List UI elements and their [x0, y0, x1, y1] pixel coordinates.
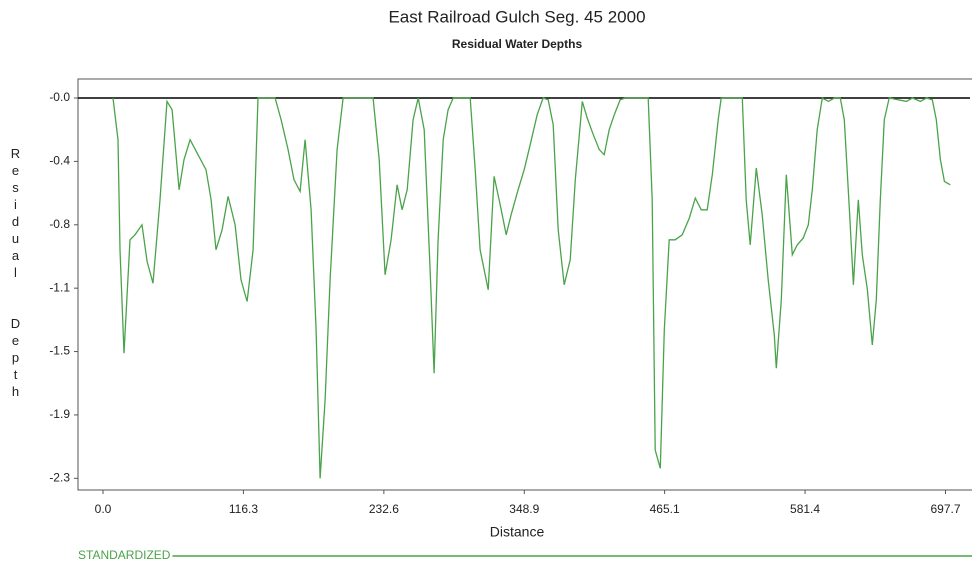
y-axis-label: Residual Depth: [8, 146, 23, 401]
plot-frame: [77, 78, 972, 491]
chart-subtitle: Residual Water Depths: [452, 37, 583, 51]
y-tick-label: -1.1: [49, 280, 70, 294]
y-tick-label: -0.8: [49, 217, 70, 231]
x-tick-label: 581.4: [790, 502, 820, 516]
y-tick-label: -0.4: [49, 154, 70, 168]
x-tick-label: 348.9: [509, 502, 539, 516]
data-line: [112, 96, 951, 479]
x-tick-label: 116.3: [229, 502, 258, 516]
x-axis-label: Distance: [490, 524, 545, 540]
y-tick-label: -2.3: [49, 470, 70, 484]
x-tick-label: 697.7: [930, 502, 960, 516]
x-tick-label: 465.1: [650, 502, 680, 516]
y-tick-label: -1.9: [49, 407, 70, 421]
legend-label: STANDARDIZED: [78, 548, 171, 562]
x-tick-label: 0.0: [95, 502, 112, 516]
chart-title: East Railroad Gulch Seg. 45 2000: [388, 7, 645, 26]
y-tick-label: -1.5: [49, 344, 70, 358]
y-tick-label: -0.0: [49, 90, 70, 104]
x-tick-label: 232.6: [369, 502, 399, 516]
